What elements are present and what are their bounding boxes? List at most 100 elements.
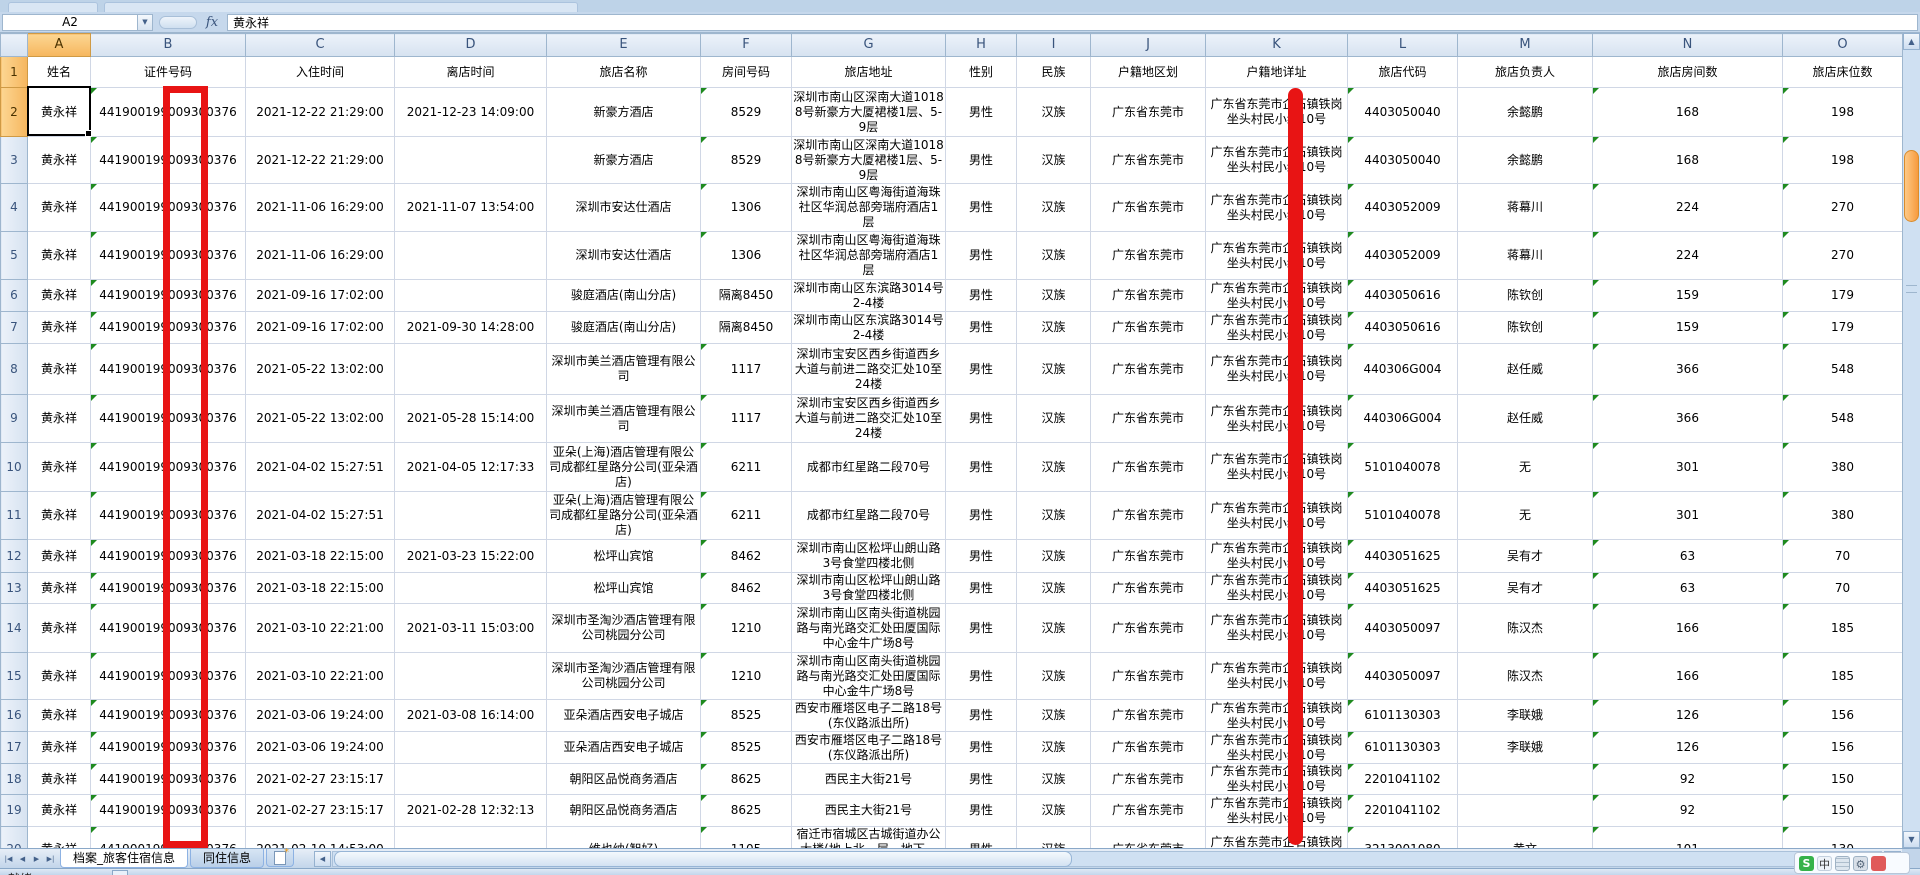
cell-J18[interactable]: 广东省东莞市 xyxy=(1090,763,1206,795)
chinese-mode-icon[interactable]: 中 xyxy=(1817,855,1832,871)
cell-G19[interactable]: 西民主大街21号 xyxy=(791,794,946,827)
row-header-19[interactable]: 19 xyxy=(0,794,28,827)
cell-G12[interactable]: 深圳市南山区松坪山朗山路3号食堂四楼北侧 xyxy=(791,539,946,573)
cell-K6[interactable]: 广东省东莞市企石镇铁岗坐头村民小组10号 xyxy=(1205,279,1348,312)
cell-O15[interactable]: 185 xyxy=(1782,652,1902,700)
header-cell-H1[interactable]: 性别 xyxy=(945,56,1017,88)
cell-D10[interactable]: 2021-04-05 12:17:33 xyxy=(394,442,547,492)
cell-D8[interactable] xyxy=(394,343,547,395)
cell-J9[interactable]: 广东省东莞市 xyxy=(1090,394,1206,443)
sheet-tab-1[interactable]: 档案_旅客住宿信息 xyxy=(60,849,189,868)
cell-O5[interactable]: 270 xyxy=(1782,231,1902,280)
cell-O2[interactable]: 198 xyxy=(1782,87,1902,137)
cell-B2[interactable]: 441900199009300376 xyxy=(90,87,246,137)
cell-K20[interactable]: 广东省东莞市企石镇铁岗坐头村民小组10号 xyxy=(1205,826,1348,848)
cell-E3[interactable]: 新豪方酒店 xyxy=(546,136,701,184)
cell-O6[interactable]: 179 xyxy=(1782,279,1902,312)
cell-N15[interactable]: 166 xyxy=(1592,652,1783,700)
cell-O11[interactable]: 380 xyxy=(1782,491,1902,540)
cell-B10[interactable]: 441900199009300376 xyxy=(90,442,246,492)
cell-D14[interactable]: 2021-03-11 15:03:00 xyxy=(394,603,547,653)
header-cell-N1[interactable]: 旅店房间数 xyxy=(1592,56,1783,88)
cell-K12[interactable]: 广东省东莞市企石镇铁岗坐头村民小组10号 xyxy=(1205,539,1348,573)
cell-K8[interactable]: 广东省东莞市企石镇铁岗坐头村民小组10号 xyxy=(1205,343,1348,395)
cell-M15[interactable]: 陈汉杰 xyxy=(1457,652,1593,700)
cell-A3[interactable]: 黄永祥 xyxy=(27,136,91,184)
cell-C12[interactable]: 2021-03-18 22:15:00 xyxy=(245,539,395,573)
cell-L16[interactable]: 6101130303 xyxy=(1347,699,1458,732)
cell-F13[interactable]: 8462 xyxy=(700,572,792,604)
cell-G13[interactable]: 深圳市南山区松坪山朗山路3号食堂四楼北侧 xyxy=(791,572,946,604)
cell-K2[interactable]: 广东省东莞市企石镇铁岗坐头村民小组10号 xyxy=(1205,87,1348,137)
cell-N17[interactable]: 126 xyxy=(1592,731,1783,764)
row-header-1[interactable]: 1 xyxy=(0,56,28,88)
cell-A19[interactable]: 黄永祥 xyxy=(27,794,91,827)
header-cell-G1[interactable]: 旅店地址 xyxy=(791,56,946,88)
cell-E14[interactable]: 深圳市圣淘沙酒店管理有限公司桃园分公司 xyxy=(546,603,701,653)
cell-I11[interactable]: 汉族 xyxy=(1016,491,1091,540)
vertical-scrollbar[interactable]: ▲ ▼ xyxy=(1902,33,1920,848)
cell-E15[interactable]: 深圳市圣淘沙酒店管理有限公司桃园分公司 xyxy=(546,652,701,700)
cell-M8[interactable]: 赵任威 xyxy=(1457,343,1593,395)
cell-K11[interactable]: 广东省东莞市企石镇铁岗坐头村民小组10号 xyxy=(1205,491,1348,540)
cell-D5[interactable] xyxy=(394,231,547,280)
cell-N4[interactable]: 224 xyxy=(1592,183,1783,232)
cell-J5[interactable]: 广东省东莞市 xyxy=(1090,231,1206,280)
cell-I5[interactable]: 汉族 xyxy=(1016,231,1091,280)
row-header-9[interactable]: 9 xyxy=(0,394,28,443)
cell-H11[interactable]: 男性 xyxy=(945,491,1017,540)
cell-E11[interactable]: 亚朵(上海)酒店管理有限公司成都红星路分公司(亚朵酒店) xyxy=(546,491,701,540)
cell-A18[interactable]: 黄永祥 xyxy=(27,763,91,795)
cell-A8[interactable]: 黄永祥 xyxy=(27,343,91,395)
cell-A2[interactable]: 黄永祥 xyxy=(27,87,91,137)
cell-J2[interactable]: 广东省东莞市 xyxy=(1090,87,1206,137)
cell-J17[interactable]: 广东省东莞市 xyxy=(1090,731,1206,764)
cell-F2[interactable]: 8529 xyxy=(700,87,792,137)
cell-G9[interactable]: 深圳市宝安区西乡街道西乡大道与前进二路交汇处10至24楼 xyxy=(791,394,946,443)
cell-M3[interactable]: 余懿鹏 xyxy=(1457,136,1593,184)
row-header-17[interactable]: 17 xyxy=(0,731,28,764)
cell-K5[interactable]: 广东省东莞市企石镇铁岗坐头村民小组10号 xyxy=(1205,231,1348,280)
cell-M2[interactable]: 余懿鹏 xyxy=(1457,87,1593,137)
cell-F18[interactable]: 8625 xyxy=(700,763,792,795)
cell-B17[interactable]: 441900199009300376 xyxy=(90,731,246,764)
cell-D7[interactable]: 2021-09-30 14:28:00 xyxy=(394,311,547,344)
cell-H6[interactable]: 男性 xyxy=(945,279,1017,312)
header-cell-C1[interactable]: 入住时间 xyxy=(245,56,395,88)
cell-O10[interactable]: 380 xyxy=(1782,442,1902,492)
cell-E7[interactable]: 骏庭酒店(南山分店) xyxy=(546,311,701,344)
cell-F9[interactable]: 1117 xyxy=(700,394,792,443)
cell-N13[interactable]: 63 xyxy=(1592,572,1783,604)
cell-H14[interactable]: 男性 xyxy=(945,603,1017,653)
row-header-7[interactable]: 7 xyxy=(0,311,28,344)
cell-L6[interactable]: 4403050616 xyxy=(1347,279,1458,312)
cell-H15[interactable]: 男性 xyxy=(945,652,1017,700)
cell-H17[interactable]: 男性 xyxy=(945,731,1017,764)
cell-J20[interactable]: 广东省东莞市 xyxy=(1090,826,1206,848)
cell-O19[interactable]: 150 xyxy=(1782,794,1902,827)
cell-L15[interactable]: 4403050097 xyxy=(1347,652,1458,700)
cell-N6[interactable]: 159 xyxy=(1592,279,1783,312)
sheet-tab-2[interactable]: 同住信息 xyxy=(190,849,265,868)
header-cell-D1[interactable]: 离店时间 xyxy=(394,56,547,88)
cell-G4[interactable]: 深圳市南山区粤海街道海珠社区华润总部旁瑞府酒店1层 xyxy=(791,183,946,232)
cell-H3[interactable]: 男性 xyxy=(945,136,1017,184)
cell-O20[interactable]: 130 xyxy=(1782,826,1902,848)
horizontal-scrollbar-thumb[interactable] xyxy=(334,851,1072,867)
row-header-12[interactable]: 12 xyxy=(0,539,28,573)
cell-M10[interactable]: 无 xyxy=(1457,442,1593,492)
cell-M20[interactable]: 黄文 xyxy=(1457,826,1593,848)
cell-E12[interactable]: 松坪山宾馆 xyxy=(546,539,701,573)
cell-I20[interactable]: 汉族 xyxy=(1016,826,1091,848)
cell-B5[interactable]: 441900199009300376 xyxy=(90,231,246,280)
header-cell-O1[interactable]: 旅店床位数 xyxy=(1782,56,1902,88)
next-sheet-icon[interactable]: ▶ xyxy=(33,854,40,863)
cell-I14[interactable]: 汉族 xyxy=(1016,603,1091,653)
cell-J14[interactable]: 广东省东莞市 xyxy=(1090,603,1206,653)
cell-N19[interactable]: 92 xyxy=(1592,794,1783,827)
settings-icon[interactable]: ⚙ xyxy=(1853,855,1868,871)
cell-E9[interactable]: 深圳市美兰酒店管理有限公司 xyxy=(546,394,701,443)
cell-E17[interactable]: 亚朵酒店西安电子城店 xyxy=(546,731,701,764)
cell-I8[interactable]: 汉族 xyxy=(1016,343,1091,395)
cell-B4[interactable]: 441900199009300376 xyxy=(90,183,246,232)
